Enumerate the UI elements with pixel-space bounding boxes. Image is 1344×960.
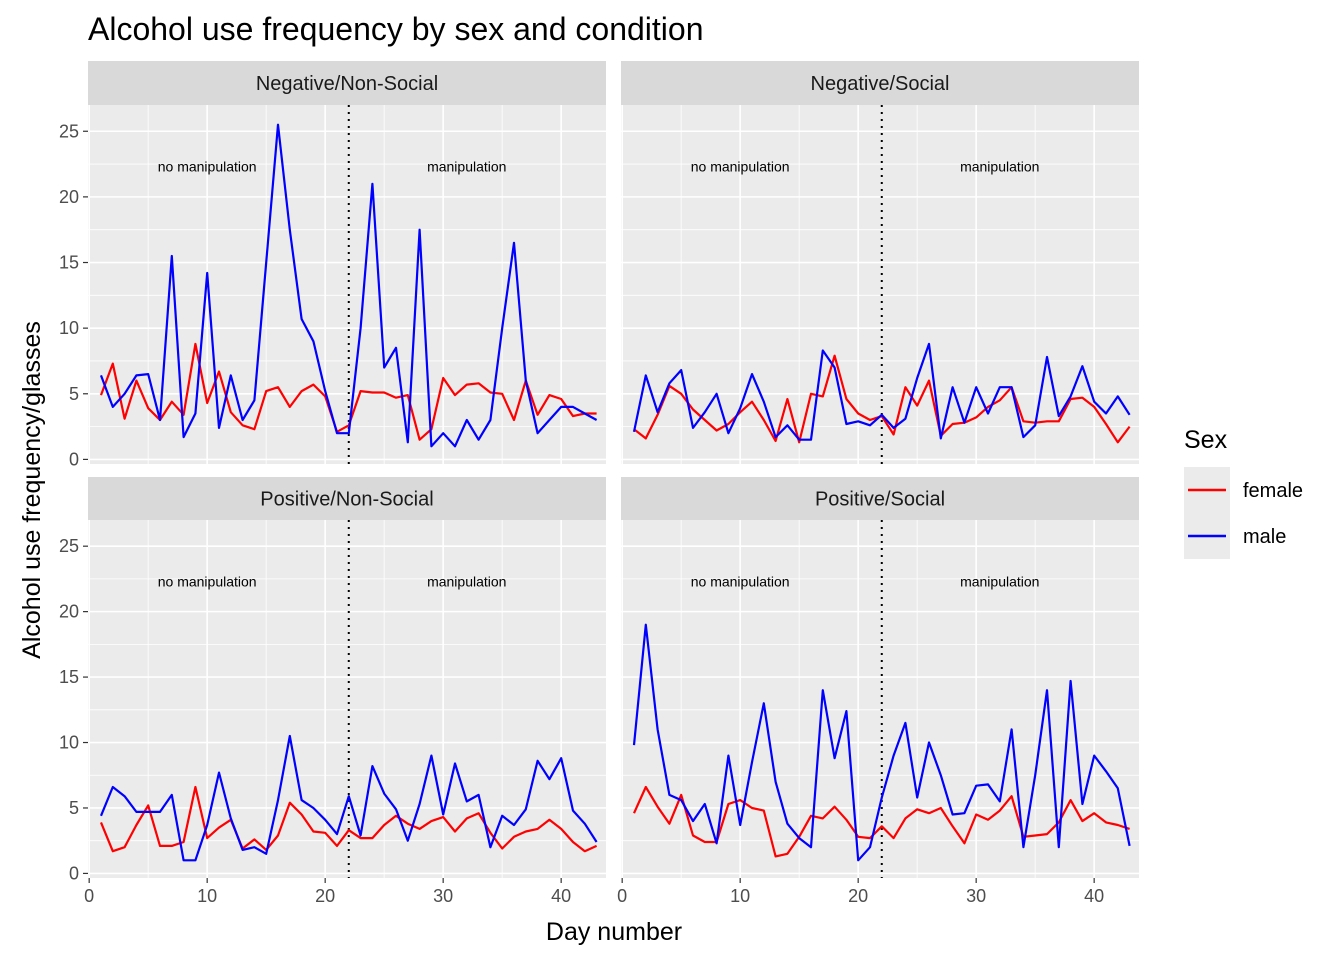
panel-negative-social: Negative/Social no manipulation manipulati…: [621, 61, 1139, 464]
panel-strip: [88, 61, 606, 105]
annotation-no-manipulation: no manipulation: [691, 574, 790, 590]
panel-background: [621, 520, 1139, 878]
x-tick-label: 20: [848, 886, 868, 906]
x-tick-label: 20: [315, 886, 335, 906]
series-line-male-negative-social: [632, 342, 1131, 441]
x-tick-label: 40: [1084, 886, 1104, 906]
x-tick-label: 40: [551, 886, 571, 906]
y-tick-label: 0: [69, 449, 79, 469]
y-tick-label: 0: [69, 863, 79, 883]
panel-strip-label: Positive/Non-Social: [260, 489, 433, 511]
x-tick-label: 0: [84, 886, 94, 906]
annotation-no-manipulation: no manipulation: [158, 159, 257, 175]
annotation-manipulation: manipulation: [960, 574, 1039, 590]
y-tick-label: 20: [59, 602, 79, 622]
annotation-no-manipulation: no manipulation: [158, 574, 257, 590]
panel-strip: [88, 477, 606, 520]
panel-negative-non-social: Negative/Non-Social no manipulation manipu…: [59, 61, 606, 469]
x-tick-label: 10: [730, 886, 750, 906]
series-line-male-positive-non-social: [99, 734, 598, 862]
x-tick-label: 30: [966, 886, 986, 906]
x-axis-title: Day number: [546, 918, 682, 946]
annotation-no-manipulation: no manipulation: [691, 159, 790, 175]
chart-title: Alcohol use frequency by sex and conditi…: [88, 11, 704, 47]
y-tick-label: 20: [59, 187, 79, 207]
panel-positive-social: Positive/Social no manipulation manipulati…: [617, 477, 1139, 906]
y-tick-label: 10: [59, 733, 79, 753]
panel-strip: [621, 477, 1139, 520]
y-axis-title: Alcohol use frequency/glasses: [18, 321, 46, 659]
legend-label-female: female: [1243, 480, 1303, 502]
panel-strip: [621, 61, 1139, 105]
y-tick-label: 15: [59, 253, 79, 273]
annotation-manipulation: manipulation: [427, 159, 506, 175]
y-tick-label: 25: [59, 121, 79, 141]
y-tick-label: 5: [69, 798, 79, 818]
y-tick-label: 15: [59, 667, 79, 687]
panel-strip-label: Negative/Social: [811, 73, 950, 95]
legend-label-male: male: [1243, 526, 1286, 548]
y-tick-label: 10: [59, 318, 79, 338]
annotation-manipulation: manipulation: [960, 159, 1039, 175]
series-line-male-positive-social: [632, 623, 1131, 862]
annotation-manipulation: manipulation: [427, 574, 506, 590]
series-line-male-negative-non-social: [99, 123, 598, 448]
series-line-female-positive-non-social: [99, 785, 598, 853]
panel-strip-label: Positive/Social: [815, 489, 945, 511]
y-tick-label: 25: [59, 536, 79, 556]
facet-panels: Negative/Non-Social no manipulation manipu…: [59, 61, 1139, 906]
panel-positive-non-social: Positive/Non-Social no manipulation manipu…: [59, 477, 606, 906]
legend: Sex female male: [1184, 426, 1303, 559]
panel-background: [621, 105, 1139, 464]
y-tick-label: 5: [69, 384, 79, 404]
x-tick-label: 10: [197, 886, 217, 906]
legend-title: Sex: [1184, 426, 1228, 454]
x-tick-label: 0: [617, 886, 627, 906]
x-tick-label: 30: [433, 886, 453, 906]
panel-strip-label: Negative/Non-Social: [256, 73, 438, 95]
